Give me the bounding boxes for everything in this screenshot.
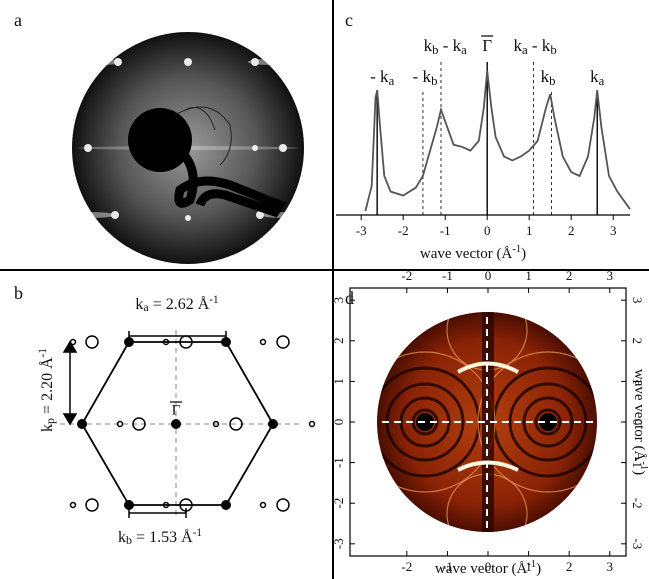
x-tick-label: 0 (484, 223, 491, 238)
y-tick-label: -2 (630, 498, 645, 509)
text-part: ) (631, 470, 647, 475)
y-tick-label: 2 (331, 338, 346, 345)
text-part: -1 (527, 559, 536, 570)
y-tick-label: 1 (331, 378, 346, 385)
text-part: = 2.62 Å (149, 295, 210, 313)
x-axis-title: wave vector (Å-1) (420, 244, 526, 262)
x-tick-label: 3 (607, 559, 614, 574)
x-tick-label: 3 (610, 223, 617, 238)
y-tick-label: -2 (331, 498, 346, 509)
text-part: Γ (482, 36, 492, 55)
text-part: - k (413, 67, 432, 86)
text-part: = 1.53 Å (132, 528, 193, 546)
text-part: ) (521, 246, 526, 262)
x-tick-label: -3 (356, 223, 367, 238)
text-part: wave vector (Å (631, 369, 647, 462)
text-part: -1 (638, 461, 649, 470)
text-part: a (599, 74, 605, 88)
x-tick-label: 1 (526, 223, 533, 238)
y-tick-label: 3 (331, 297, 346, 304)
peak-label: kb - ka (424, 36, 468, 57)
text-part: wave vector (Å (435, 561, 528, 577)
text-part: a (389, 74, 395, 88)
text-part: k (118, 529, 126, 546)
text-part: -1 (512, 244, 521, 255)
text-part: wave vector (Å (420, 246, 513, 262)
ka-label: ka = 2.62 Å-1 (135, 294, 218, 315)
x-tick-label: -2 (401, 559, 412, 574)
peak-label: ka - kb (513, 36, 556, 57)
y-tick-label: 3 (630, 297, 645, 304)
panel-label: c (345, 10, 353, 30)
x-tick-label: -1 (442, 268, 453, 283)
gamma-label: Γ (172, 402, 181, 418)
x-axis-title: wave vector (Å-1) (435, 559, 541, 577)
text-part: -1 (209, 294, 218, 306)
x-tick-label: -1 (440, 223, 451, 238)
text-part: -1 (193, 527, 202, 539)
x-tick-label: 2 (566, 559, 573, 574)
text-part: ) (536, 561, 541, 577)
peak-label: Γ (482, 36, 492, 55)
y-tick-label: -3 (331, 538, 346, 549)
y-tick-label: 2 (630, 338, 645, 345)
text-part: - k (438, 36, 461, 55)
text-part: k (135, 296, 143, 313)
x-tick-label: 3 (607, 268, 614, 283)
text-part: k (39, 424, 56, 432)
text-part: a (461, 43, 467, 57)
x-tick-label: 1 (525, 268, 532, 283)
text-part: = 2.20 Å (38, 357, 56, 418)
panel-label: b (14, 283, 23, 303)
y-tick-label: -3 (630, 538, 645, 549)
text-part: - k (528, 36, 551, 55)
x-tick-label: -2 (401, 268, 412, 283)
x-tick-label: 2 (568, 223, 575, 238)
x-tick-label: -2 (398, 223, 409, 238)
panel-label: a (14, 10, 22, 30)
text-part: b (549, 74, 555, 88)
x-tick-label: 2 (566, 268, 573, 283)
x-tick-label: 0 (485, 268, 492, 283)
y-tick-label: 0 (331, 419, 346, 426)
text-part: - k (370, 67, 389, 86)
text-part: b (431, 74, 437, 88)
text-part: b (550, 43, 556, 57)
y-tick-label: -1 (331, 457, 346, 468)
text-part: -1 (37, 348, 49, 357)
y-axis-title: wave vector (Å-1) (631, 369, 649, 475)
figure: a b c d (0, 0, 649, 579)
